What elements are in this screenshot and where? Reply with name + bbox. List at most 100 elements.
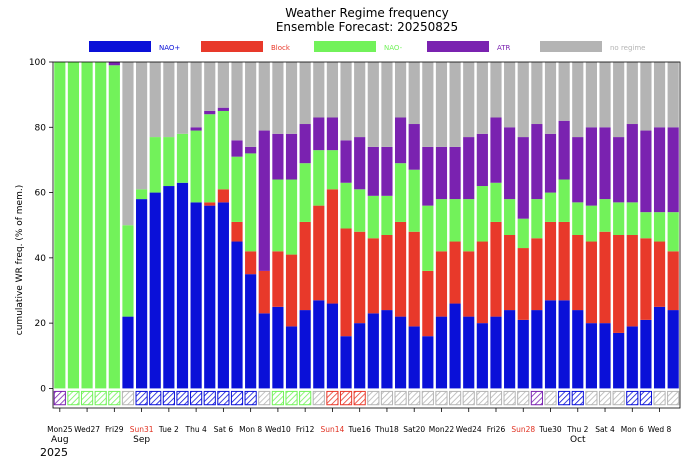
bar-segment-block — [667, 251, 679, 311]
bar-segment-atr — [653, 127, 666, 213]
bar-segment-nao- — [190, 130, 202, 203]
bar-segment-no-regime — [326, 62, 339, 118]
bar-segment-block — [476, 241, 488, 324]
bar-segment-block — [585, 241, 597, 324]
bar-segment-no-regime — [204, 62, 216, 111]
bar-segment-nao- — [136, 189, 148, 200]
bar-segment-no-regime — [340, 62, 352, 141]
bar-segment-atr — [313, 117, 325, 151]
bar-segment-atr — [204, 110, 216, 115]
bar-segment-block — [422, 270, 434, 337]
bar-segment-nao- — [340, 336, 352, 389]
x-tick-label: Mon 8 — [239, 425, 262, 434]
bar-segment-nao- — [108, 65, 120, 389]
bar-segment-no-regime — [299, 62, 311, 125]
dominant-regime-cell — [667, 390, 680, 406]
bar-segment-nao- — [394, 316, 407, 389]
dominant-regime-cell — [585, 390, 598, 406]
dominant-regime-cell — [394, 390, 407, 406]
bar-segment-atr — [285, 133, 298, 180]
dominant-regime-cell — [121, 390, 135, 406]
bar-segment-nao- — [217, 110, 229, 190]
bar-segment-atr — [476, 133, 488, 187]
bar-segment-atr — [394, 117, 407, 164]
bar-segment-nao- — [613, 202, 625, 235]
month-label: Sep — [133, 435, 150, 445]
bar-segment-no-regime — [136, 62, 148, 190]
bar-segment-nao- — [81, 62, 93, 389]
bar-segment-no-regime — [558, 62, 570, 121]
dominant-regime-cell — [489, 390, 503, 406]
y-tick-label: 60 — [35, 189, 47, 199]
bar-segment-no-regime — [354, 62, 366, 138]
dominant-regime-cell — [244, 390, 257, 406]
bar-segment-atr — [245, 146, 257, 154]
bar-segment-nao- — [299, 310, 311, 389]
bar-segment-atr — [326, 117, 339, 151]
bar-segment-atr — [599, 127, 611, 200]
bar-segment-block — [653, 241, 666, 307]
bar-segment-nao- — [190, 202, 202, 389]
bar-segment-nao- — [653, 212, 666, 242]
bar-segment-block — [367, 238, 379, 314]
legend: NAO+ Block NAO- ATR no regime — [89, 41, 646, 52]
dominant-regime-cell — [258, 390, 271, 406]
dominant-regime-cell — [462, 390, 475, 406]
bar-segment-block — [231, 221, 243, 242]
dominant-regime-cell — [517, 390, 530, 406]
x-tick-label: Mon25 — [47, 425, 73, 434]
bar-segment-atr — [190, 127, 202, 131]
dominant-regime-cell — [203, 390, 216, 406]
dominant-regime-cell — [598, 390, 612, 406]
bar-segment-no-regime — [653, 62, 666, 128]
bar-segment-nao- — [285, 326, 298, 389]
dominant-regime-cell — [135, 390, 148, 406]
bar-segment-nao- — [367, 195, 379, 239]
bar-segment-block — [640, 238, 652, 320]
bar-segment-nao- — [504, 199, 516, 235]
bar-segment-nao- — [422, 205, 434, 271]
bar-segment-nao- — [544, 300, 557, 389]
bar-segment-nao- — [204, 114, 216, 203]
legend-swatch — [314, 41, 376, 52]
x-tick-label: Sun14 — [321, 425, 345, 434]
bar-segment-nao- — [245, 153, 257, 252]
bar-segment-nao- — [367, 313, 379, 389]
bar-segment-block — [517, 248, 529, 320]
dominant-regime-cell — [612, 390, 625, 406]
dominant-regime-cell — [380, 390, 394, 406]
bar-segment-atr — [544, 133, 557, 193]
bar-segment-no-regime — [572, 62, 584, 138]
bar-segment-block — [626, 235, 638, 327]
bar-segment-nao- — [435, 316, 448, 389]
bar-segment-nao- — [381, 310, 393, 389]
bar-segment-block — [340, 228, 352, 337]
bar-segment-block — [463, 251, 475, 317]
bar-segment-no-regime — [613, 62, 625, 138]
bar-segment-nao- — [95, 62, 107, 389]
dominant-regime-cell — [435, 390, 448, 406]
bar-segment-nao- — [599, 323, 611, 389]
x-tick-label: Wed27 — [74, 425, 100, 434]
bar-segment-nao- — [449, 303, 461, 389]
x-tick-label: Fri29 — [105, 425, 124, 434]
bar-segment-atr — [340, 140, 352, 183]
bar-segment-no-regime — [476, 62, 488, 134]
dominant-regime-cell — [408, 390, 421, 406]
bar-segment-atr — [108, 62, 120, 66]
bar-segment-nao- — [245, 274, 257, 389]
bar-segment-nao- — [667, 212, 679, 252]
x-tick-label: Mon22 — [429, 425, 455, 434]
bar-segment-no-regime — [231, 62, 243, 141]
bar-segment-no-regime — [449, 62, 461, 147]
y-tick-label: 100 — [29, 58, 46, 68]
bar-segment-atr — [572, 137, 584, 203]
dominant-regime-cell — [217, 390, 230, 406]
bar-segment-nao- — [326, 303, 339, 389]
dominant-regime-cell — [367, 390, 380, 406]
bar-segment-atr — [422, 146, 434, 206]
bar-segment-no-regime — [394, 62, 407, 118]
bar-segment-no-regime — [599, 62, 611, 128]
y-tick-label: 40 — [35, 254, 47, 264]
plot-frame — [52, 61, 681, 409]
